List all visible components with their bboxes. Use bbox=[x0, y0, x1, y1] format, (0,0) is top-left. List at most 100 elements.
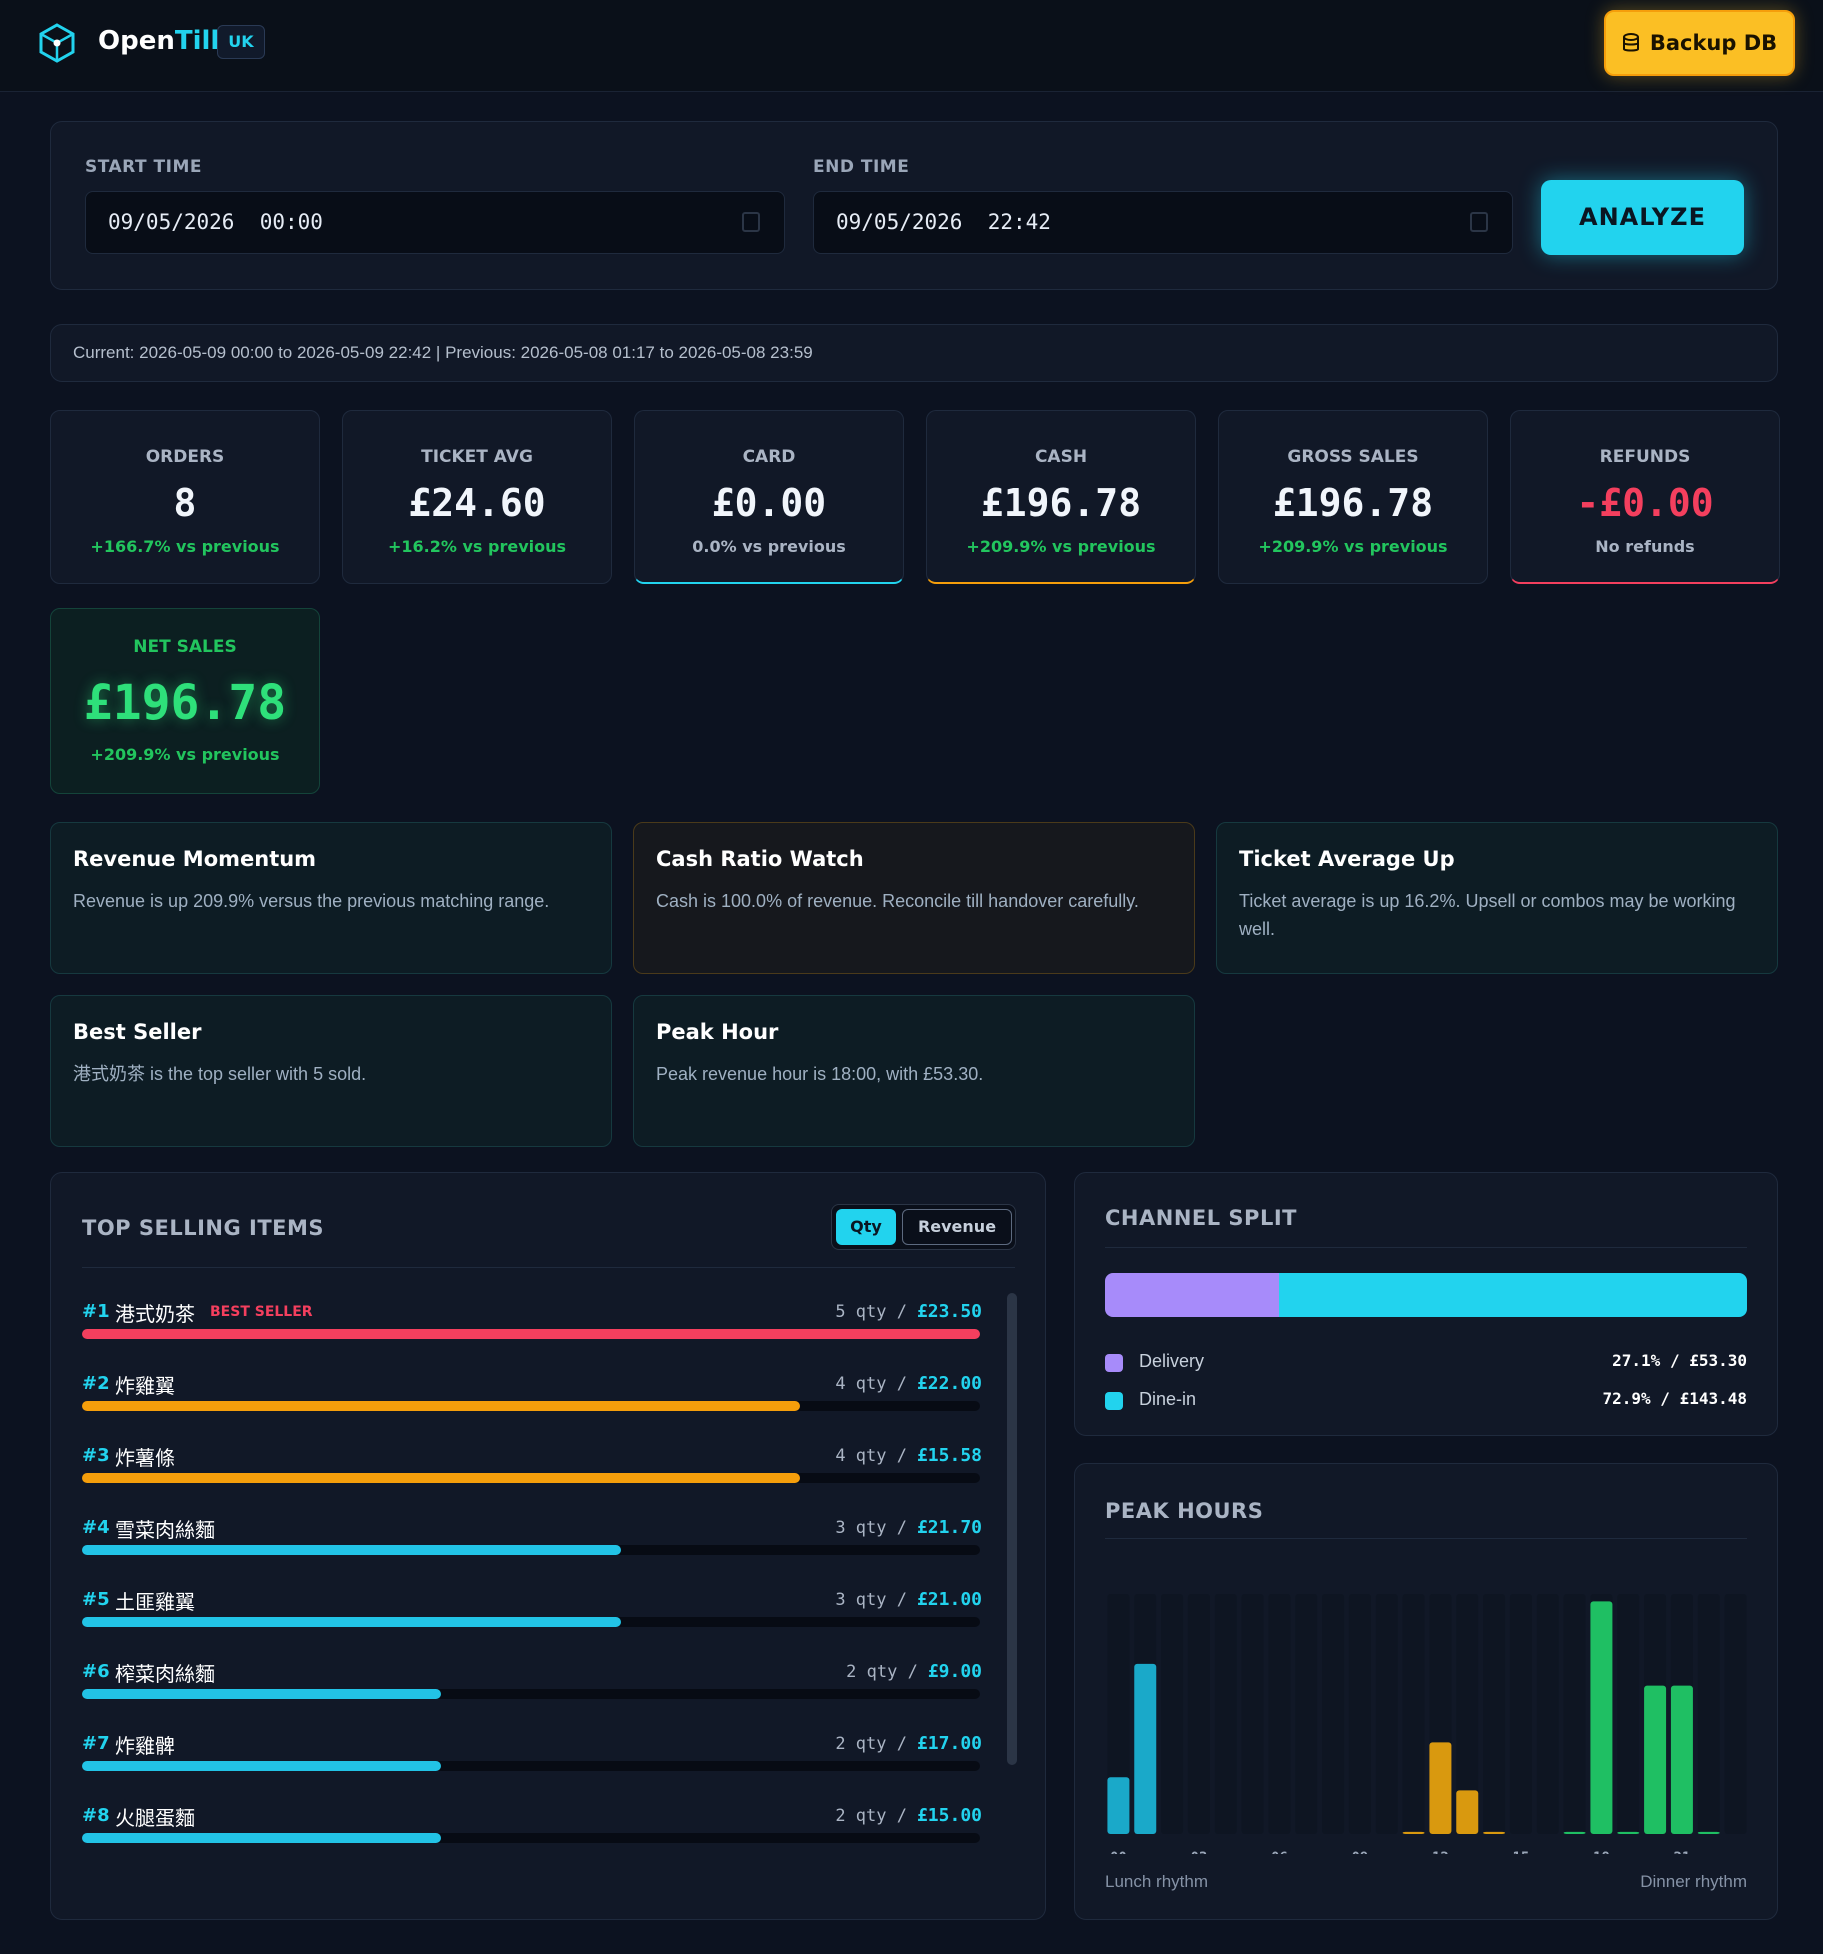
hour-bar-22 bbox=[1697, 1831, 1720, 1834]
insight-title: Ticket Average Up bbox=[1239, 847, 1455, 871]
hour-column-bg bbox=[1322, 1594, 1345, 1834]
end-time-label: END TIME bbox=[813, 157, 910, 177]
item-rank: #5 bbox=[82, 1589, 110, 1610]
lunch-rhythm-note: Lunch rhythm bbox=[1105, 1872, 1208, 1891]
revenue-toggle-button[interactable]: Revenue bbox=[902, 1209, 1012, 1245]
divider bbox=[82, 1267, 1015, 1268]
qty-toggle-button[interactable]: Qty bbox=[836, 1209, 896, 1245]
item-name: 港式奶茶 bbox=[115, 1302, 195, 1326]
peak-hours-title: PEAK HOURS bbox=[1105, 1499, 1264, 1523]
item-qty: 3 qty / bbox=[835, 1518, 907, 1538]
item-rank: #3 bbox=[82, 1445, 110, 1466]
kpi-value: -£0.00 bbox=[1576, 481, 1714, 525]
item-name: 火腿蛋麵 bbox=[115, 1806, 195, 1830]
hour-column-bg bbox=[1402, 1594, 1425, 1834]
item-bar-fill bbox=[82, 1401, 801, 1411]
legend-item-dine-in: Dine-in 72.9% / £143.48 bbox=[1105, 1389, 1747, 1413]
item-qty: 2 qty / bbox=[835, 1806, 907, 1826]
hour-bar-20 bbox=[1644, 1685, 1667, 1834]
hour-column-bg bbox=[1214, 1594, 1237, 1834]
legend-item-delivery: Delivery 27.1% / £53.30 bbox=[1105, 1351, 1747, 1375]
hour-column-bg bbox=[1456, 1594, 1479, 1834]
hour-column-bg bbox=[1268, 1594, 1291, 1834]
kpi-card: TICKET AVG £24.60 +16.2% vs previous bbox=[342, 410, 612, 584]
item-bar-fill bbox=[82, 1833, 442, 1843]
kpi-delta: +209.9% vs previous bbox=[1258, 537, 1448, 556]
item-rank: #2 bbox=[82, 1373, 110, 1394]
item-rank: #6 bbox=[82, 1661, 110, 1682]
top-selling-title: TOP SELLING ITEMS bbox=[82, 1216, 325, 1240]
item-revenue: £21.70 bbox=[916, 1517, 982, 1538]
kpi-label: CASH bbox=[1034, 447, 1088, 467]
hour-column-bg bbox=[1724, 1594, 1747, 1834]
hour-tick-label: 03 bbox=[1190, 1850, 1207, 1854]
start-time-input[interactable]: 09/05/2026 00:00 bbox=[85, 191, 785, 254]
channel-split-bar bbox=[1105, 1273, 1747, 1317]
channel-split-title: CHANNEL SPLIT bbox=[1105, 1206, 1297, 1230]
hour-tick-label: 00 bbox=[1110, 1850, 1127, 1854]
insight-card: Peak Hour Peak revenue hour is 18:00, wi… bbox=[633, 995, 1195, 1147]
kpi-value: £196.78 bbox=[1272, 481, 1434, 525]
legend-swatch bbox=[1105, 1354, 1123, 1372]
item-bar-fill bbox=[82, 1761, 442, 1771]
calendar-icon[interactable] bbox=[742, 212, 760, 232]
item-stats: 3 qty / £21.70 bbox=[835, 1517, 982, 1538]
brand-name: OpenTill bbox=[98, 26, 220, 56]
hour-bar-01 bbox=[1134, 1663, 1157, 1834]
backup-db-button[interactable]: Backup DB bbox=[1604, 10, 1795, 76]
net-sales-value: £196.78 bbox=[83, 675, 287, 731]
insight-text: Ticket average is up 16.2%. Upsell or co… bbox=[1239, 891, 1736, 939]
top-item-row: #7 炸雞髀 2 qty / £17.00 bbox=[82, 1733, 982, 1793]
item-bar-fill bbox=[82, 1617, 621, 1627]
item-bar-track bbox=[82, 1833, 980, 1843]
item-bar-track bbox=[82, 1473, 980, 1483]
hour-bar-21 bbox=[1670, 1685, 1693, 1834]
calendar-icon[interactable] bbox=[1470, 212, 1488, 232]
legend-name: Dine-in bbox=[1139, 1389, 1197, 1409]
end-time-input[interactable]: 09/05/2026 22:42 bbox=[813, 191, 1513, 254]
kpi-delta: +209.9% vs previous bbox=[966, 537, 1156, 556]
item-stats: 2 qty / £17.00 bbox=[835, 1733, 982, 1754]
item-name: 土匪雞翼 bbox=[115, 1590, 195, 1614]
hour-column-bg bbox=[1617, 1594, 1640, 1834]
app-header: OpenTill UK Backup DB bbox=[0, 0, 1823, 92]
item-rank: #7 bbox=[82, 1733, 110, 1754]
hour-column-bg bbox=[1375, 1594, 1398, 1834]
kpi-label: ORDERS bbox=[145, 447, 225, 467]
net-sales-card: NET SALES £196.78 +209.9% vs previous bbox=[50, 608, 320, 794]
analyze-button[interactable]: ANALYZE bbox=[1541, 180, 1744, 255]
item-rank: #8 bbox=[82, 1805, 110, 1826]
hour-column-bg bbox=[1509, 1594, 1532, 1834]
top-item-row: #3 炸薯條 4 qty / £15.58 bbox=[82, 1445, 982, 1505]
item-name: 炸薯條 bbox=[115, 1446, 175, 1470]
net-sales-delta: +209.9% vs previous bbox=[90, 745, 280, 764]
item-revenue: £21.00 bbox=[916, 1589, 982, 1610]
top-item-row: #5 土匪雞翼 3 qty / £21.00 bbox=[82, 1589, 982, 1649]
hour-tick-label: 21 bbox=[1673, 1850, 1690, 1854]
top-selling-panel: TOP SELLING ITEMS Qty Revenue #1 港式奶茶 BEST… bbox=[50, 1172, 1046, 1920]
hour-tick-label: 12 bbox=[1432, 1850, 1449, 1854]
item-bar-fill bbox=[82, 1689, 442, 1699]
hour-column-bg bbox=[1563, 1594, 1586, 1834]
end-time-value: 09/05/2026 22:42 bbox=[836, 210, 1051, 234]
item-bar-track bbox=[82, 1617, 980, 1627]
item-revenue: £23.50 bbox=[916, 1301, 982, 1322]
kpi-delta: +16.2% vs previous bbox=[387, 537, 567, 556]
divider bbox=[1105, 1538, 1747, 1539]
item-stats: 3 qty / £21.00 bbox=[835, 1589, 982, 1610]
item-name: 炸雞翼 bbox=[115, 1374, 175, 1398]
list-scrollbar[interactable] bbox=[1007, 1293, 1017, 1765]
hour-bar-19 bbox=[1617, 1831, 1640, 1834]
hour-bar-00 bbox=[1107, 1777, 1130, 1834]
top-item-row: #4 雪菜肉絲麵 3 qty / £21.70 bbox=[82, 1517, 982, 1577]
item-rank: #1 bbox=[82, 1301, 110, 1322]
top-item-row: #6 榨菜肉絲麵 2 qty / £9.00 bbox=[82, 1661, 982, 1721]
hour-bar-13 bbox=[1456, 1790, 1479, 1834]
item-rank: #4 bbox=[82, 1517, 110, 1538]
hour-column-bg bbox=[1107, 1594, 1130, 1834]
database-icon bbox=[1622, 33, 1639, 52]
hour-bar-18 bbox=[1590, 1601, 1613, 1834]
item-qty: 4 qty / bbox=[835, 1374, 907, 1394]
item-bar-track bbox=[82, 1761, 980, 1771]
hour-tick-label: 06 bbox=[1271, 1850, 1288, 1854]
